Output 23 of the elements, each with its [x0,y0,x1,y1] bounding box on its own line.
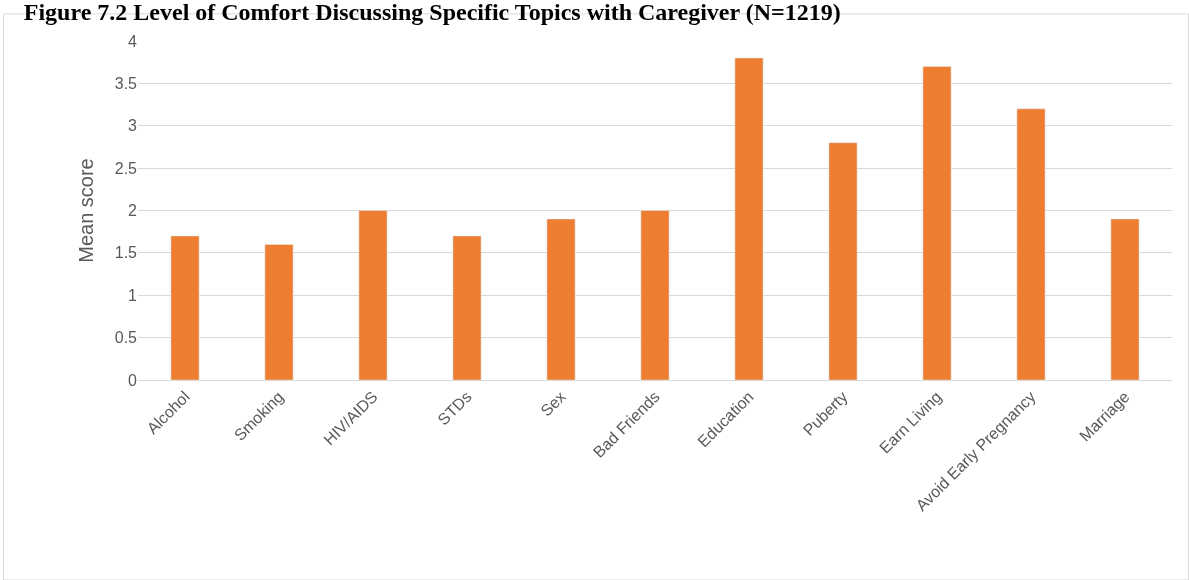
y-tick-label: 2.5 [114,159,138,177]
bar [640,210,670,380]
y-tick-label: 4 [128,32,138,50]
bar [170,235,200,380]
y-tick-label: 0.5 [114,329,138,347]
y-tick-label: 1.5 [114,244,138,262]
bar [828,142,858,380]
bar [264,244,294,380]
y-tick-label: 3.5 [114,74,138,92]
chart-title: Figure 7.2 Level of Comfort Discussing Specific Topics with Caregiver (N=1219) [23,0,841,25]
y-tick-label: 2 [128,202,138,220]
bar [1016,108,1046,380]
y-tick-label: 3 [128,117,138,135]
bar [358,210,388,380]
y-tick-label: 0 [128,371,138,389]
y-tick-label: 1 [128,286,138,304]
bar [546,218,576,380]
bar [922,66,952,380]
bar [1110,218,1140,380]
bar [734,57,764,380]
bar [452,235,482,380]
y-axis-title: Mean score [75,158,98,263]
x-tick-label: Sex [537,387,569,420]
